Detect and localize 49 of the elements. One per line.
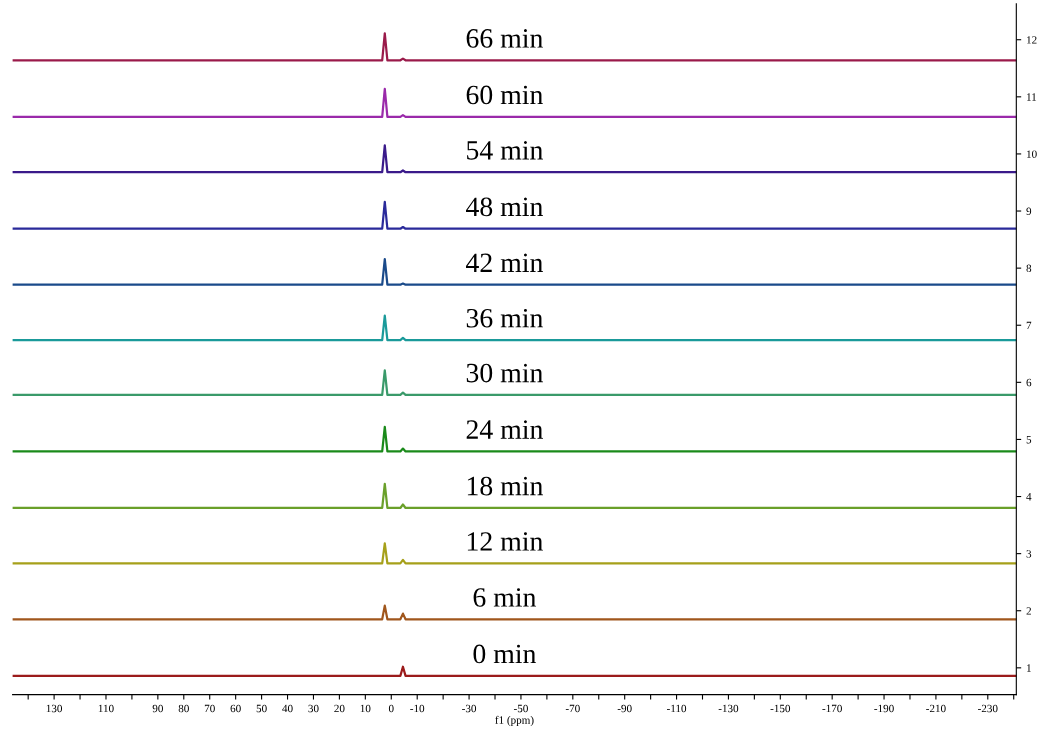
series-label: 0 min — [473, 644, 537, 664]
y-tick-label: 1 — [1027, 664, 1031, 672]
x-tick-label: 60 — [230, 704, 241, 713]
x-tick-label: 110 — [98, 704, 114, 713]
y-tick-label: 12 — [1027, 36, 1037, 44]
x-tick-label: 20 — [334, 704, 345, 713]
x-tick-label: -110 — [667, 704, 687, 713]
y-tick-label: 9 — [1026, 207, 1032, 215]
y-tick-label: 3 — [1026, 550, 1032, 558]
series-label: 18 min — [467, 476, 543, 496]
y-tick-label: 10 — [1027, 150, 1037, 158]
series-label: 42 min — [466, 253, 543, 272]
x-tick-label: -30 — [462, 704, 477, 713]
series-label: 54 min — [467, 141, 543, 160]
x-tick-label: 50 — [256, 704, 267, 713]
x-tick-label: 10 — [360, 704, 371, 713]
y-tick-label: 5 — [1026, 436, 1032, 444]
x-tick-label: 130 — [46, 704, 63, 713]
x-tick-label: 40 — [282, 704, 293, 713]
x-tick-label: -230 — [978, 704, 998, 713]
x-tick-label: -10 — [410, 704, 425, 713]
x-tick-label: -130 — [718, 704, 739, 713]
x-tick-label: -50 — [513, 704, 528, 713]
series-label: 48 min — [466, 197, 543, 217]
series-label: 24 min — [466, 420, 543, 439]
y-tick-label: 6 — [1026, 378, 1032, 387]
x-tick-label: -170 — [822, 704, 842, 713]
x-axis-title: f1 (ppm) — [495, 715, 534, 727]
x-tick-label: 30 — [308, 704, 319, 713]
x-tick-label: -90 — [617, 704, 632, 713]
y-tick-label: 4 — [1026, 493, 1032, 501]
y-tick-label: 2 — [1026, 607, 1031, 615]
y-tick-label: 11 — [1027, 93, 1037, 101]
x-tick-label: -190 — [874, 704, 894, 713]
series-label: 36 min — [466, 308, 543, 328]
x-tick-label: 0 — [388, 704, 394, 713]
series-label: 66 min — [466, 29, 543, 48]
x-tick-label: 90 — [152, 704, 163, 713]
series-label: 12 min — [467, 532, 543, 551]
x-tick-label: -70 — [565, 704, 580, 713]
y-tick-label: 7 — [1026, 321, 1032, 330]
series-label: 6 min — [473, 588, 537, 607]
x-tick-label: -150 — [770, 704, 791, 713]
y-tick-label: 8 — [1026, 264, 1032, 273]
x-tick-label: 80 — [178, 704, 189, 713]
x-tick-label: 70 — [204, 704, 215, 713]
x-tick-label: -210 — [926, 704, 946, 713]
series-label: 60 min — [466, 85, 543, 105]
series-label: 30 min — [466, 363, 543, 383]
